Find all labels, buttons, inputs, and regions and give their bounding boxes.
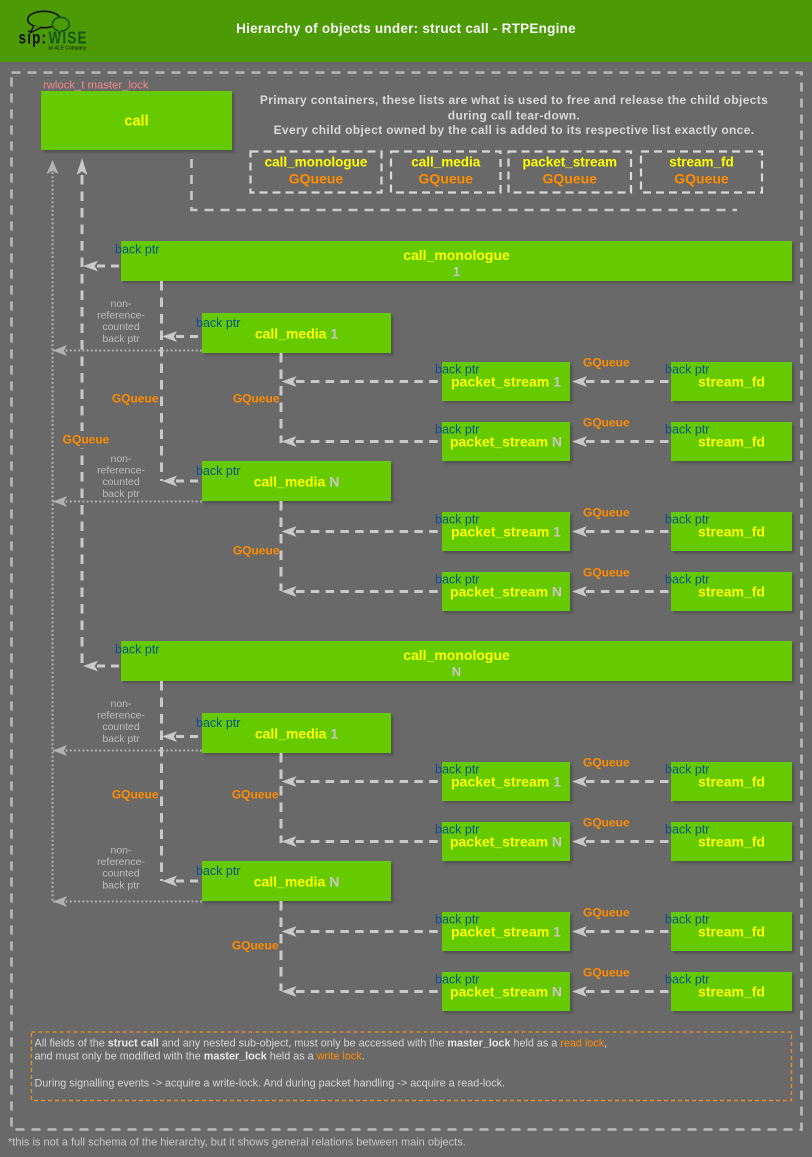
svg-text:back ptr: back ptr — [196, 716, 240, 730]
svg-text:back ptr: back ptr — [102, 879, 140, 891]
svg-text:packet_stream N: packet_stream N — [450, 984, 562, 1000]
svg-text:GQueue: GQueue — [583, 756, 630, 770]
svg-text:non-: non- — [110, 453, 132, 465]
svg-text:GQueue: GQueue — [232, 788, 279, 802]
svg-text:packet_stream: packet_stream — [522, 155, 617, 170]
svg-text:GQueue: GQueue — [419, 171, 474, 187]
svg-text:N: N — [452, 664, 461, 679]
svg-text:reference-: reference- — [97, 465, 145, 477]
svg-text:stream_fd: stream_fd — [698, 834, 765, 850]
svg-text:GQueue: GQueue — [63, 433, 110, 447]
svg-text:During signalling events -> ac: During signalling events -> acquire a wr… — [35, 1078, 506, 1090]
svg-text:counted: counted — [102, 476, 140, 488]
svg-text:back ptr: back ptr — [435, 573, 479, 587]
svg-text:stream_fd: stream_fd — [698, 984, 765, 1000]
svg-text:GQueue: GQueue — [233, 392, 280, 406]
svg-text:non-: non- — [110, 698, 132, 710]
svg-text:packet_stream 1: packet_stream 1 — [451, 924, 561, 940]
svg-text:back ptr: back ptr — [435, 913, 479, 927]
svg-text:call_monologue: call_monologue — [403, 647, 510, 663]
svg-text:reference-: reference- — [97, 856, 145, 868]
svg-text:back ptr: back ptr — [665, 823, 709, 837]
svg-text:GQueue: GQueue — [583, 356, 630, 370]
svg-text:reference-: reference- — [97, 310, 145, 322]
svg-text:back ptr: back ptr — [435, 823, 479, 837]
svg-text:back ptr: back ptr — [435, 513, 479, 527]
svg-text:GQueue: GQueue — [583, 566, 630, 580]
svg-text:GQueue: GQueue — [233, 544, 280, 558]
svg-text:stream_fd: stream_fd — [698, 584, 765, 600]
svg-text:back ptr: back ptr — [435, 763, 479, 777]
svg-text:back ptr: back ptr — [435, 363, 479, 377]
svg-text:packet_stream 1: packet_stream 1 — [451, 374, 561, 390]
svg-text:packet_stream N: packet_stream N — [450, 584, 562, 600]
svg-text:stream_fd: stream_fd — [698, 774, 765, 790]
svg-text:GQueue: GQueue — [289, 171, 344, 187]
svg-text:call_media 1: call_media 1 — [255, 326, 339, 342]
svg-text:call_media N: call_media N — [254, 474, 340, 490]
svg-text:stream_fd: stream_fd — [669, 155, 734, 170]
svg-text:counted: counted — [102, 721, 140, 733]
svg-text:Every child object owned by th: Every child object owned by the call is … — [274, 123, 755, 137]
svg-text:stream_fd: stream_fd — [698, 524, 765, 540]
svg-text:back ptr: back ptr — [665, 573, 709, 587]
svg-text:packet_stream 1: packet_stream 1 — [451, 774, 561, 790]
svg-text:GQueue: GQueue — [674, 171, 729, 187]
svg-text:rwlock_t master_lock: rwlock_t master_lock — [43, 80, 149, 92]
svg-text:counted: counted — [102, 868, 140, 880]
svg-text:1: 1 — [453, 264, 460, 279]
svg-text:packet_stream N: packet_stream N — [450, 434, 562, 450]
svg-text:counted: counted — [102, 321, 140, 333]
svg-text:call_monologue: call_monologue — [265, 155, 368, 170]
svg-text:back ptr: back ptr — [115, 243, 159, 257]
svg-text:back ptr: back ptr — [196, 864, 240, 878]
svg-text:call_media: call_media — [411, 155, 481, 170]
svg-text:call_monologue: call_monologue — [403, 247, 510, 263]
svg-text:an ALE Company: an ALE Company — [48, 45, 87, 51]
svg-text:back ptr: back ptr — [665, 513, 709, 527]
svg-text:*this is not a full schema of: *this is not a full schema of the hierar… — [8, 1137, 466, 1149]
svg-text:non-: non- — [110, 845, 132, 857]
svg-text:back ptr: back ptr — [665, 763, 709, 777]
svg-text:packet_stream 1: packet_stream 1 — [451, 524, 561, 540]
svg-text:sip:: sip: — [19, 29, 48, 48]
svg-text:Hierarchy of objects under: st: Hierarchy of objects under: struct call … — [236, 21, 576, 36]
svg-text:non-: non- — [110, 298, 132, 310]
svg-text:GQueue: GQueue — [583, 906, 630, 920]
svg-text:GQueue: GQueue — [112, 392, 159, 406]
svg-text:back ptr: back ptr — [665, 973, 709, 987]
svg-text:back ptr: back ptr — [665, 363, 709, 377]
svg-text:call: call — [124, 114, 148, 130]
svg-text:reference-: reference- — [97, 710, 145, 722]
svg-text:GQueue: GQueue — [232, 939, 279, 953]
svg-text:stream_fd: stream_fd — [698, 374, 765, 390]
svg-text:WISE: WISE — [49, 29, 88, 48]
svg-text:back ptr: back ptr — [665, 423, 709, 437]
svg-text:call_media N: call_media N — [254, 874, 340, 890]
svg-text:GQueue: GQueue — [583, 966, 630, 980]
svg-text:back ptr: back ptr — [435, 973, 479, 987]
svg-text:back ptr: back ptr — [115, 643, 159, 657]
svg-text:GQueue: GQueue — [543, 171, 598, 187]
svg-text:GQueue: GQueue — [583, 506, 630, 520]
svg-text:back ptr: back ptr — [102, 733, 140, 745]
svg-text:GQueue: GQueue — [583, 816, 630, 830]
svg-text:during call tear-down.: during call tear-down. — [448, 109, 580, 123]
svg-text:stream_fd: stream_fd — [698, 924, 765, 940]
svg-text:back ptr: back ptr — [102, 488, 140, 500]
svg-text:call_media 1: call_media 1 — [255, 726, 339, 742]
svg-text:packet_stream N: packet_stream N — [450, 834, 562, 850]
svg-text:back ptr: back ptr — [196, 316, 240, 330]
svg-text:All fields of the struct call: All fields of the struct call and any ne… — [35, 1038, 608, 1050]
svg-text:GQueue: GQueue — [583, 416, 630, 430]
svg-text:back ptr: back ptr — [102, 333, 140, 345]
svg-text:back ptr: back ptr — [196, 464, 240, 478]
svg-text:GQueue: GQueue — [112, 788, 159, 802]
svg-text:stream_fd: stream_fd — [698, 434, 765, 450]
svg-text:back ptr: back ptr — [435, 423, 479, 437]
svg-text:and must only be modified with: and must only be modified with the maste… — [35, 1051, 365, 1063]
svg-text:back ptr: back ptr — [665, 913, 709, 927]
svg-text:Primary containers, these list: Primary containers, these lists are what… — [260, 93, 768, 107]
